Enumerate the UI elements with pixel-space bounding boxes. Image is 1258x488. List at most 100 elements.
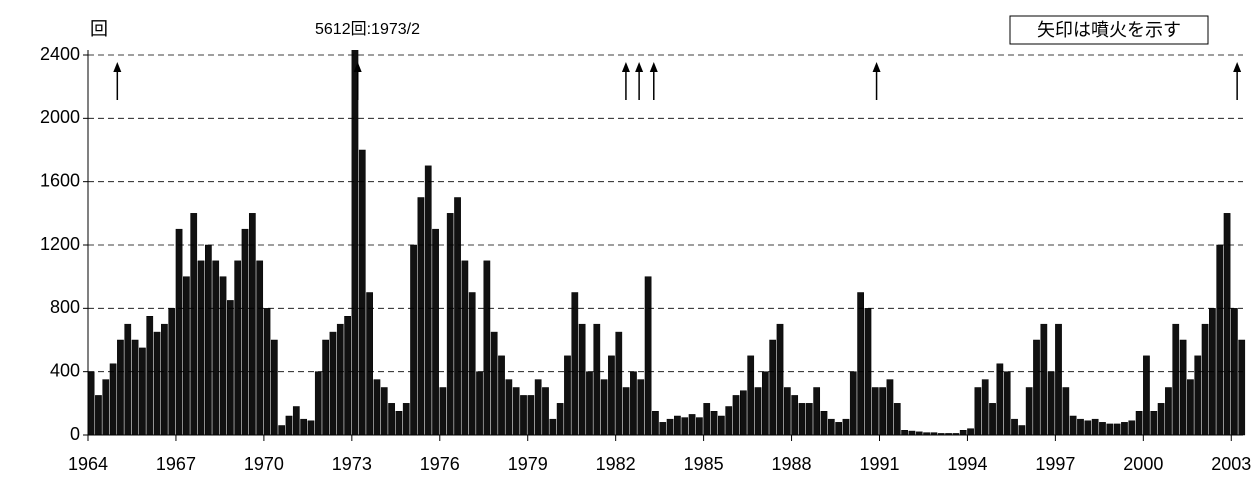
bar <box>395 411 403 436</box>
bar <box>446 213 454 436</box>
bar <box>402 403 410 436</box>
bar <box>974 387 982 436</box>
bar <box>1165 387 1172 436</box>
bar <box>1135 411 1143 436</box>
bar <box>417 197 425 436</box>
bar <box>380 387 388 436</box>
y-tick-label: 1200 <box>40 234 80 254</box>
bar <box>109 363 117 436</box>
bar <box>761 371 769 436</box>
bar <box>146 316 154 436</box>
bar <box>307 420 315 436</box>
bar <box>241 228 249 436</box>
bar <box>593 323 601 436</box>
plot <box>88 50 1246 436</box>
bar <box>314 371 322 436</box>
legend-box <box>1009 15 1209 45</box>
legend-note: 矢印は噴火を示す <box>1037 20 1181 40</box>
bar <box>556 403 564 436</box>
bar <box>95 395 102 436</box>
bar <box>791 395 799 436</box>
bar <box>131 339 139 436</box>
bar <box>549 418 557 436</box>
bar <box>1201 323 1209 436</box>
bar <box>1084 420 1092 436</box>
bar <box>703 403 711 436</box>
bar <box>153 331 161 436</box>
x-tick-label: 1964 <box>68 454 108 474</box>
bar <box>226 300 234 436</box>
bar <box>1223 213 1231 436</box>
x-tick-label: 1982 <box>596 454 636 474</box>
bar <box>901 430 908 436</box>
bar <box>776 323 784 436</box>
bar <box>571 292 579 436</box>
bar <box>871 387 879 436</box>
bar <box>688 414 696 436</box>
bar <box>600 379 608 436</box>
bar <box>1018 425 1026 436</box>
bar <box>747 355 755 436</box>
bar <box>1011 418 1018 436</box>
x-tick-label: 2003 <box>1211 454 1251 474</box>
bar <box>527 395 535 436</box>
eruption-arrowhead <box>872 62 881 72</box>
bar <box>1055 323 1062 436</box>
x-tick-label: 1976 <box>420 454 460 474</box>
bar <box>183 276 190 436</box>
bar <box>725 406 733 436</box>
bar <box>1172 323 1180 436</box>
bar <box>644 276 652 436</box>
bar <box>285 415 293 436</box>
bar <box>358 149 366 436</box>
bar <box>681 417 689 436</box>
bar <box>197 260 205 436</box>
y-tick-label: 400 <box>50 360 80 380</box>
x-tick-label: 1967 <box>156 454 196 474</box>
bar <box>505 379 513 436</box>
bar <box>329 331 337 436</box>
bar <box>212 260 220 436</box>
bar <box>161 323 168 436</box>
bar <box>967 428 974 436</box>
bar <box>710 411 718 436</box>
bar <box>322 339 329 436</box>
x-tick-label: 1970 <box>244 454 284 474</box>
eruption-arrowhead <box>649 62 658 72</box>
bar <box>732 395 740 436</box>
bar <box>659 422 667 436</box>
x-tick-label: 1985 <box>684 454 724 474</box>
bar <box>498 355 505 436</box>
y-tick-label: 0 <box>70 424 80 444</box>
bar <box>1040 323 1048 436</box>
bar <box>615 331 623 436</box>
bar <box>1143 355 1150 436</box>
bar <box>1150 411 1158 436</box>
x-tick-label: 1988 <box>772 454 812 474</box>
eruption-arrowhead <box>621 62 630 72</box>
bar <box>1179 339 1187 436</box>
annotation: 5612回:1973/2 <box>315 21 420 38</box>
bar <box>1194 355 1202 436</box>
y-tick-label: 800 <box>50 297 80 317</box>
bar <box>490 331 498 436</box>
bar <box>102 379 110 436</box>
bar <box>1187 379 1194 436</box>
bar <box>1025 387 1033 436</box>
bar <box>1106 423 1114 436</box>
bar <box>696 417 703 436</box>
bar <box>439 387 447 436</box>
bar <box>886 379 894 436</box>
bar <box>476 371 483 436</box>
bar <box>520 395 527 436</box>
bar <box>608 355 615 436</box>
bar <box>234 260 242 436</box>
bar <box>857 292 864 436</box>
bar <box>959 430 967 436</box>
bar <box>300 418 308 436</box>
bar <box>674 415 681 436</box>
bar <box>842 418 850 436</box>
bar <box>344 316 351 436</box>
bar <box>666 418 674 436</box>
bar <box>813 387 821 436</box>
